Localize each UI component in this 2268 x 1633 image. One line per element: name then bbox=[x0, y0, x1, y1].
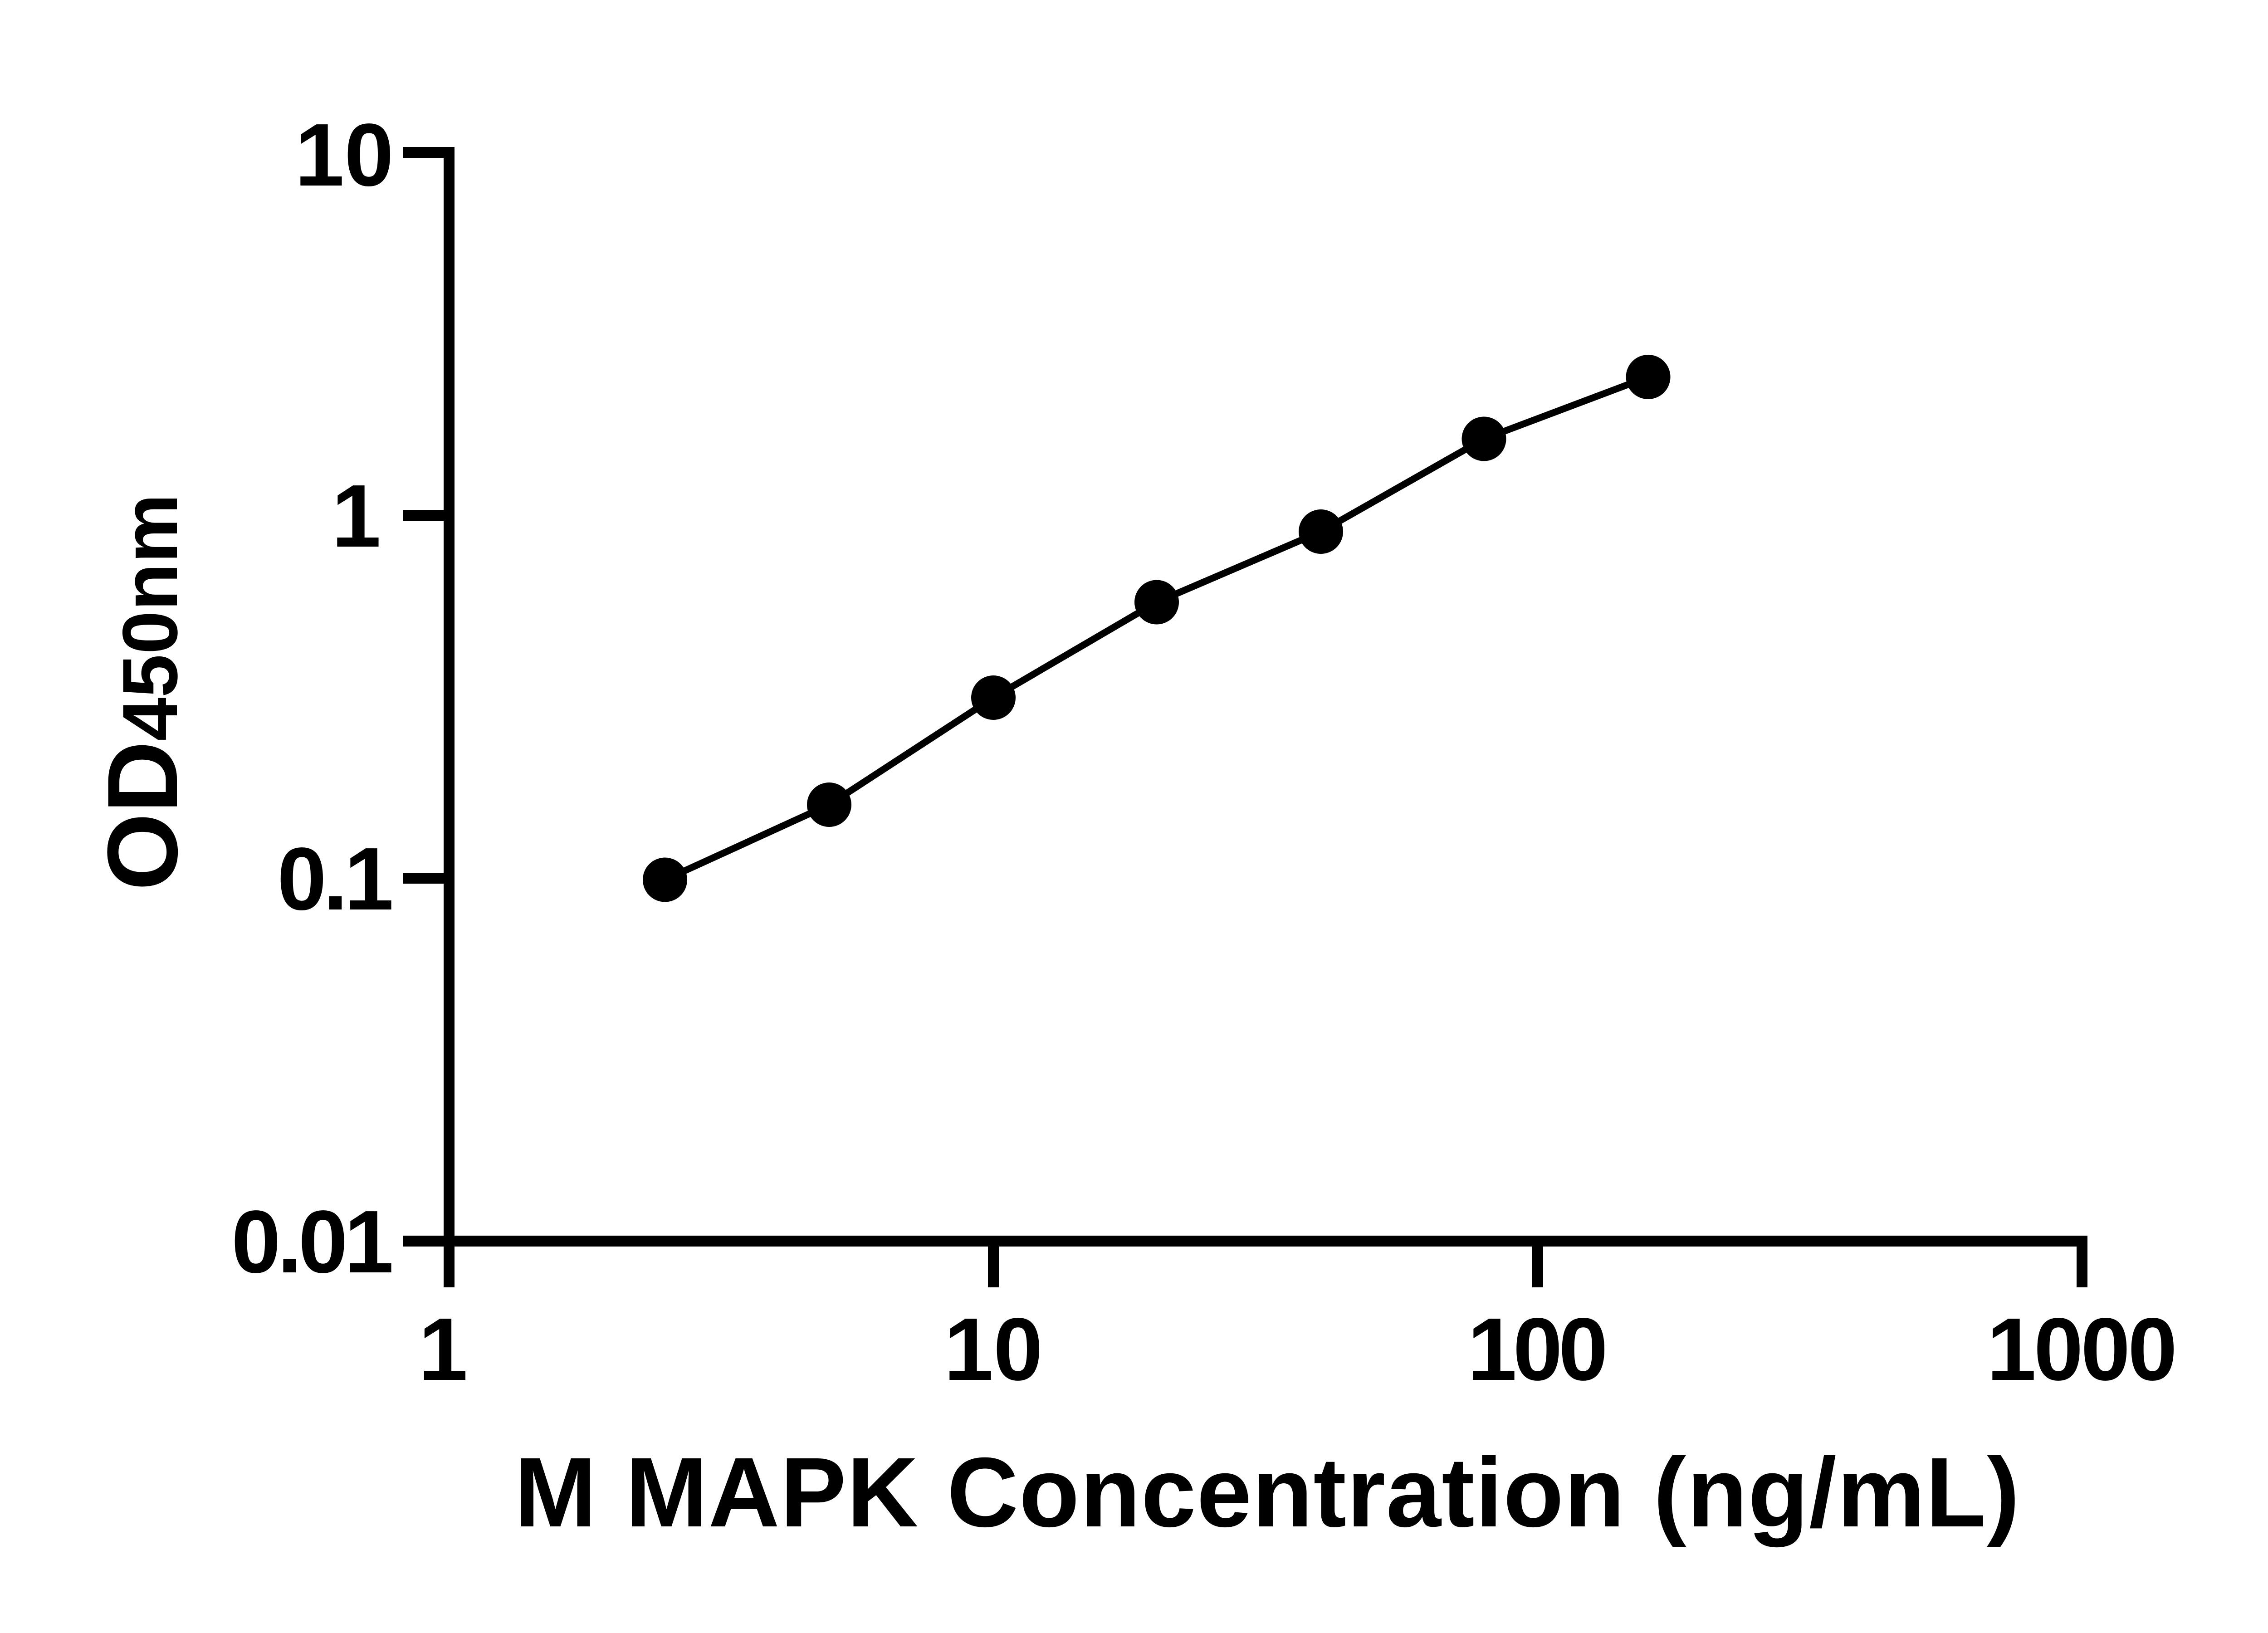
svg-text:OD450nm: OD450nm bbox=[87, 494, 198, 891]
svg-text:0.01: 0.01 bbox=[231, 1192, 394, 1291]
svg-text:1: 1 bbox=[418, 1300, 468, 1399]
svg-text:1000: 1000 bbox=[1987, 1300, 2177, 1399]
svg-text:10: 10 bbox=[295, 105, 394, 205]
svg-text:100: 100 bbox=[1467, 1300, 1608, 1399]
svg-text:M MAPK Concentration (ng/mL): M MAPK Concentration (ng/mL) bbox=[514, 1437, 2020, 1548]
svg-text:0.1: 0.1 bbox=[277, 829, 394, 929]
svg-text:1: 1 bbox=[332, 466, 381, 566]
svg-text:10: 10 bbox=[944, 1300, 1043, 1399]
